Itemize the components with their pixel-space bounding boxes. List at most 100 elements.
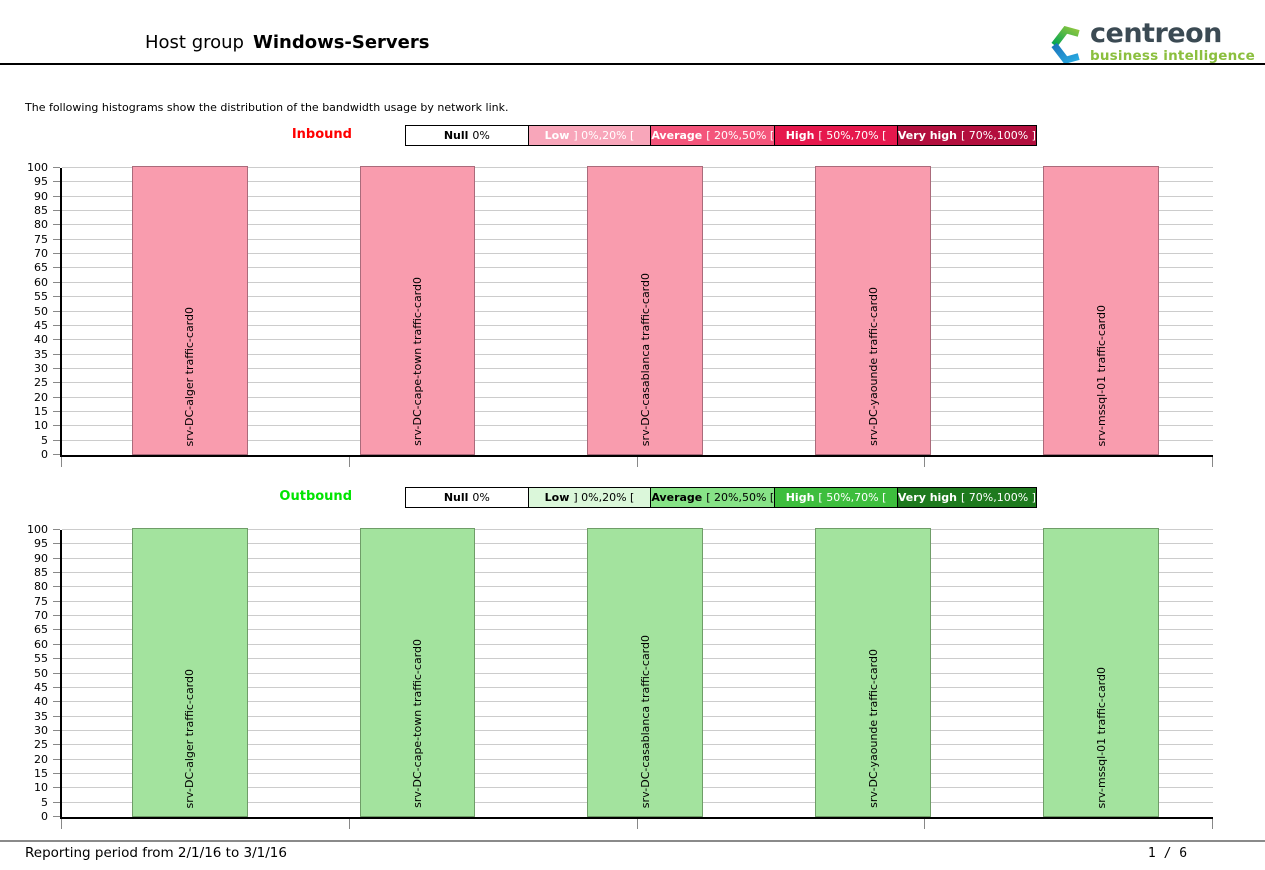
bar-srv-DC-casablanca traffic-card0: srv-DC-casablanca traffic-card0 [587, 528, 704, 817]
y-axis-tick [53, 529, 60, 530]
x-axis-tick [61, 819, 62, 829]
y-axis-label: 75 [34, 232, 48, 246]
legend-label: High [785, 129, 815, 142]
y-axis-label: 35 [34, 347, 48, 361]
y-axis-label: 45 [34, 318, 48, 332]
y-axis-tick [53, 787, 60, 789]
y-axis-label: 35 [34, 709, 48, 723]
y-axis-label: 100 [27, 161, 48, 174]
x-axis-tick [1212, 457, 1213, 467]
bar-srv-DC-yaounde traffic-card0: srv-DC-yaounde traffic-card0 [815, 166, 932, 455]
legend-item-high: High[ 50%,70% [ [774, 488, 897, 507]
centreon-logo-text: centreon business intelligence [1090, 20, 1255, 64]
y-axis-tick [53, 454, 60, 455]
bar-category-label: srv-DC-alger traffic-card0 [183, 668, 197, 808]
y-axis-label: 60 [34, 637, 48, 651]
y-axis-tick [53, 224, 60, 226]
bar-srv-DC-cape-town traffic-card0: srv-DC-cape-town traffic-card0 [359, 528, 476, 817]
inbound-legend: Null 0% Low] 0%,20% [Average[ 20%,50% [Hig… [405, 125, 1037, 146]
y-axis-tick [53, 729, 60, 731]
y-axis-tick [53, 195, 60, 197]
y-axis-tick [53, 353, 60, 355]
bar-category-label: srv-mssql-01 traffic-card0 [1094, 666, 1108, 808]
inbound-label: Inbound [291, 127, 352, 142]
legend-range: [ 20%,50% [ [706, 129, 775, 142]
y-axis-tick [53, 267, 60, 269]
bar-category-label: srv-DC-yaounde traffic-card0 [866, 649, 880, 808]
y-axis-label: 80 [34, 218, 48, 232]
bar-category-label: srv-DC-alger traffic-card0 [183, 306, 197, 446]
bar-srv-DC-casablanca traffic-card0: srv-DC-casablanca traffic-card0 [587, 166, 704, 455]
y-axis-tick [53, 210, 60, 212]
y-axis-tick [53, 296, 60, 298]
inbound-chart-section: Inbound Null 0% Low] 0%,20% [Average[ 20%,… [0, 125, 1265, 475]
bar-category-label: srv-mssql-01 traffic-card0 [1094, 304, 1108, 446]
legend-item-null: Null 0% [406, 488, 528, 507]
y-axis-label: 0 [41, 448, 48, 461]
y-axis-tick [53, 572, 60, 574]
y-axis-tick [53, 425, 60, 427]
y-axis-label: 0 [41, 810, 48, 823]
legend-item-high: High[ 50%,70% [ [774, 126, 897, 145]
y-axis-label: 25 [34, 738, 48, 752]
y-axis-label: 90 [34, 189, 48, 203]
y-axis-label: 25 [34, 376, 48, 390]
legend-item-low: Low] 0%,20% [ [527, 488, 651, 507]
y-axis-label: 85 [34, 204, 48, 218]
y-axis-tick [53, 629, 60, 631]
y-axis-tick [53, 758, 60, 760]
y-axis-label: 100 [27, 523, 48, 536]
reporting-period: Reporting period from 2/1/16 to 3/1/16 [25, 845, 287, 861]
y-axis-label: 40 [34, 333, 48, 347]
y-axis-label: 50 [34, 304, 48, 318]
header-divider [0, 63, 1265, 65]
y-axis-tick [53, 439, 60, 441]
x-axis-tick [636, 457, 638, 467]
bar-category-label: srv-DC-cape-town traffic-card0 [411, 277, 424, 446]
outbound-y-axis: 0 5 10 15 20 25 30 35 40 45 50 55 60 65 70 75 80 85 90 95 10… [0, 524, 48, 823]
centreon-brand: centreon [1090, 18, 1222, 49]
y-axis-tick [53, 167, 60, 168]
y-axis-tick [53, 410, 60, 412]
legend-range: 0% [472, 491, 490, 504]
y-axis-label: 10 [34, 781, 48, 795]
x-axis-tick [636, 819, 638, 829]
y-axis-tick [53, 396, 60, 398]
y-axis-tick [53, 310, 60, 312]
legend-item-average: Average[ 20%,50% [ [650, 488, 775, 507]
y-axis-tick [53, 238, 60, 240]
legend-label: Average [651, 129, 703, 142]
y-axis-tick [53, 715, 60, 717]
bar-category-label: srv-DC-cape-town traffic-card0 [411, 639, 424, 808]
y-axis-label: 95 [34, 175, 48, 189]
outbound-chart-section: Outbound Null 0% Low] 0%,20% [Average[ 20%… [0, 487, 1265, 837]
legend-label: Very high [897, 129, 957, 142]
legend-label: Average [651, 491, 703, 504]
y-axis-label: 60 [34, 275, 48, 289]
x-axis-tick [1212, 819, 1213, 829]
bar-srv-mssql-01 traffic-card0: srv-mssql-01 traffic-card0 [1043, 166, 1160, 455]
y-axis-label: 5 [41, 433, 48, 447]
legend-item-null: Null 0% [406, 126, 528, 145]
legend-label: Low [544, 491, 570, 504]
legend-item-low: Low] 0%,20% [ [527, 126, 651, 145]
y-axis-label: 55 [34, 290, 48, 304]
y-axis-tick [53, 339, 60, 341]
centreon-tagline: business intelligence [1090, 48, 1255, 64]
y-axis-tick [53, 615, 60, 617]
legend-range: 0% [472, 129, 490, 142]
bar-srv-DC-alger traffic-card0: srv-DC-alger traffic-card0 [131, 528, 248, 817]
y-axis-label: 40 [34, 695, 48, 709]
legend-label: Null [443, 491, 469, 504]
y-axis-tick [53, 382, 60, 384]
legend-range: [ 70%,100% ] [961, 491, 1036, 504]
outbound-plot-area: srv-DC-alger traffic-card0 srv-DC-cape-to… [53, 528, 1213, 829]
bar-srv-DC-cape-town traffic-card0: srv-DC-cape-town traffic-card0 [359, 166, 476, 455]
x-axis-tick [348, 819, 350, 829]
y-axis-tick [53, 324, 60, 326]
legend-range: [ 20%,50% [ [706, 491, 775, 504]
bar-category-label: srv-DC-casablanca traffic-card0 [638, 272, 652, 446]
legend-range: [ 50%,70% [ [818, 491, 887, 504]
y-axis-tick [53, 772, 60, 774]
